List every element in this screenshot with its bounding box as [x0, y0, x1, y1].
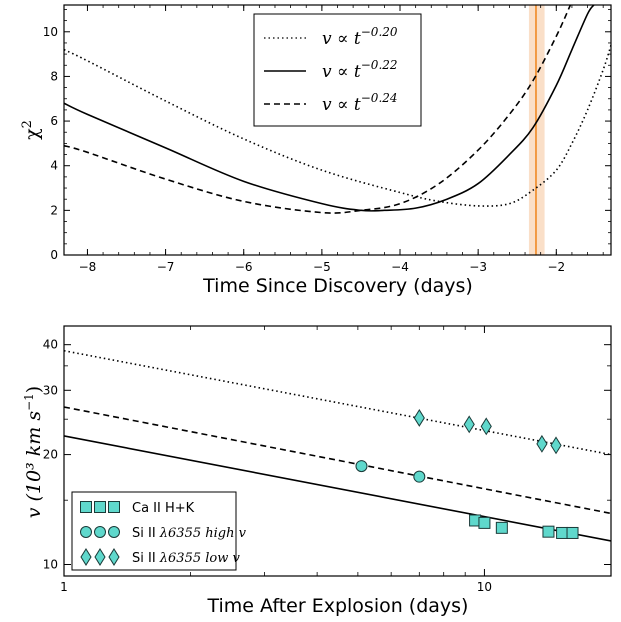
top-legend-box [253, 13, 422, 127]
legend-marker-diamond [108, 548, 120, 566]
legend-label-si-high: Si II λ6355 high v [132, 526, 247, 541]
bottom-y-tick-label: 20 [43, 448, 58, 462]
chi2-curve-dashed [64, 5, 572, 214]
top-x-tick-label: −4 [391, 260, 409, 274]
bottom-x-axis-label: Time After Explosion (days) [207, 595, 469, 617]
legend-entry-si-high [80, 526, 120, 538]
point-diamond [550, 436, 562, 455]
bottom-y-axis-label: v (10³ km s−1) [22, 386, 45, 518]
legend-marker-square [108, 501, 120, 513]
bottom-plot-frame [63, 325, 612, 577]
legend-marker-diamond [80, 548, 92, 566]
top-x-axis-label: Time Since Discovery (days) [202, 275, 473, 297]
legend-entry-ca [80, 501, 120, 513]
velocity-fit-dashed [64, 406, 611, 515]
velocity-fit-solid [64, 435, 611, 542]
top-y-tick-label: 0 [50, 248, 58, 262]
top-x-tick-label: −7 [157, 260, 175, 274]
top-x-tick-label: −2 [547, 260, 565, 274]
top-plot-frame [63, 4, 612, 256]
chi2-panel: −8 −7 −6 −5 −4 −3 −2 0 2 4 6 8 10 Time Since Discove… [20, 4, 612, 297]
chi2-curve-solid [64, 5, 595, 212]
point-square [495, 521, 508, 534]
top-y-axis-label: χ2 [20, 120, 43, 140]
point-square [556, 526, 569, 539]
legend-marker-square [80, 501, 92, 513]
point-diamond [463, 415, 475, 434]
legend-label-022: v ∝ t−0.22 [322, 58, 398, 82]
top-y-tick-label: 8 [50, 69, 58, 83]
point-square [542, 525, 555, 538]
legend-marker-diamond [94, 548, 106, 566]
point-diamond [413, 408, 425, 427]
bottom-y-tick-label: 30 [43, 383, 58, 397]
bottom-y-tick-label: 10 [43, 557, 58, 571]
velocity-fit-dotted [64, 349, 611, 456]
velocity-fit-lines [64, 349, 611, 542]
top-x-tick-label: −3 [469, 260, 487, 274]
legend-marker-circle [94, 526, 106, 538]
legend-entry-024: v ∝ t−0.24 [264, 91, 398, 115]
legend-marker-circle [108, 526, 120, 538]
bottom-x-tick-label: 10 [477, 580, 492, 594]
legend-entry-020: v ∝ t−0.20 [264, 25, 398, 49]
legend-marker-circle [80, 526, 92, 538]
point-circle [413, 470, 426, 483]
top-y-tick-label: 2 [50, 203, 58, 217]
top-x-tick-label: −5 [313, 260, 331, 274]
legend-label-024: v ∝ t−0.24 [322, 91, 398, 115]
top-y-tick-label: 10 [43, 25, 58, 39]
bottom-y-tick-label: 40 [43, 338, 58, 352]
legend-entry-022: v ∝ t−0.22 [264, 58, 398, 82]
chi2-curve-dotted [64, 44, 611, 207]
top-y-tick-label: 4 [50, 159, 58, 173]
top-y-tick-label: 6 [50, 114, 58, 128]
chi2-curves [64, 5, 611, 214]
point-square [566, 526, 579, 539]
legend-label-020: v ∝ t−0.20 [322, 25, 398, 49]
bottom-x-tick-label: 1 [60, 580, 68, 594]
top-x-tick-label: −8 [79, 260, 97, 274]
point-diamond [480, 417, 492, 436]
legend-label-ca: Ca II H+K [132, 501, 195, 516]
point-circle [355, 460, 368, 473]
top-x-tick-label: −6 [235, 260, 253, 274]
bottom-legend: Ca II H+K Si II λ6355 high v Si II λ6355… [71, 491, 247, 571]
point-diamond [536, 434, 548, 453]
velocity-points [355, 408, 579, 539]
legend-entry-si-low [80, 548, 120, 566]
top-legend: v ∝ t−0.20 v ∝ t−0.22 v ∝ t−0.24 [253, 13, 422, 127]
legend-marker-square [94, 501, 106, 513]
legend-label-si-low: Si II λ6355 low v [132, 551, 240, 566]
point-square [478, 516, 491, 529]
